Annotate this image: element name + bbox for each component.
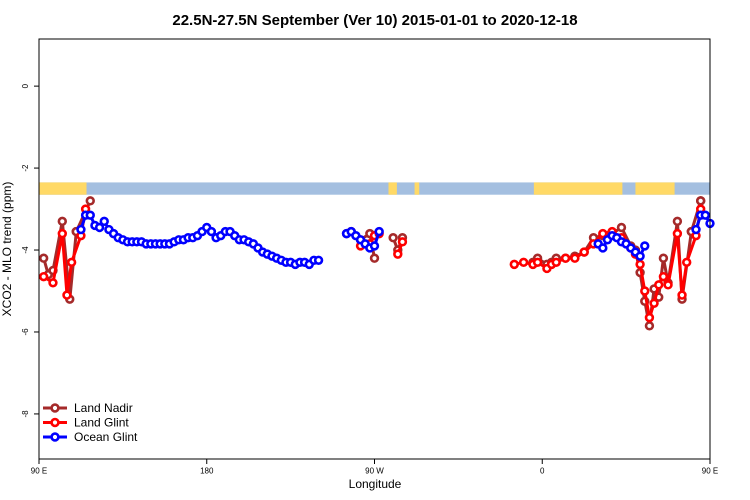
series-layer — [38, 196, 715, 331]
data-point-land-nadir — [672, 216, 683, 227]
chart-title: 22.5N-27.5N September (Ver 10) 2015-01-0… — [172, 12, 577, 29]
data-point-ocean-glint — [635, 251, 645, 261]
x-axis: 90 E 180 90 W 0 90 E — [31, 459, 718, 476]
y-axis-label: XCO2 - MLO trend (ppm) — [0, 182, 14, 317]
x-tick-label: 0 — [540, 467, 545, 476]
data-point-land-nadir — [644, 321, 655, 331]
data-point-land-glint — [658, 271, 669, 282]
data-point-land-glint — [518, 257, 529, 268]
data-point-ocean-glint — [369, 241, 380, 251]
x-tick-label: 180 — [200, 467, 214, 476]
series-line-land-nadir — [42, 199, 703, 328]
legend-label: Ocean Glint — [74, 430, 138, 444]
land-band — [635, 182, 675, 195]
data-point-land-glint — [48, 278, 58, 288]
y-axis: 0 -2 -4 -6 -8 — [21, 83, 39, 417]
data-point-land-glint — [393, 249, 403, 259]
data-point-land-glint — [66, 257, 77, 268]
data-point-land-glint — [560, 253, 571, 263]
legend-marker — [50, 432, 60, 442]
data-point-ocean-glint — [99, 216, 109, 227]
data-point-land-glint — [640, 286, 650, 296]
data-point-land-glint — [570, 253, 580, 263]
data-point-ocean-glint — [85, 210, 95, 220]
land-ocean-mask — [39, 182, 710, 195]
data-point-ocean-glint — [640, 241, 650, 251]
y-tick-label: -2 — [21, 164, 30, 172]
series-line-land-glint — [42, 208, 703, 320]
data-point-land-nadir — [369, 253, 380, 263]
data-point-land-glint — [579, 247, 589, 257]
data-point-land-glint — [551, 257, 561, 268]
data-point-land-nadir — [57, 216, 67, 227]
land-band — [414, 182, 420, 195]
data-point-ocean-glint — [374, 226, 384, 237]
data-point-land-glint — [677, 290, 687, 300]
data-point-land-glint — [682, 257, 692, 268]
data-point-land-glint — [532, 257, 543, 268]
x-tick-label: 90 E — [31, 467, 47, 476]
data-point-land-glint — [663, 280, 673, 290]
data-point-land-glint — [57, 228, 67, 239]
x-axis-label: Longitude — [349, 477, 402, 491]
data-point-land-nadir — [85, 196, 95, 206]
data-point-land-nadir — [388, 233, 398, 243]
data-point-land-glint — [635, 259, 645, 270]
data-point-land-glint — [509, 259, 519, 270]
x-tick-label: 90 W — [365, 467, 384, 476]
x-tick-label: 90 E — [702, 467, 718, 476]
land-band — [388, 182, 397, 195]
y-tick-label: -4 — [21, 246, 30, 254]
data-point-land-glint — [644, 312, 655, 323]
data-point-ocean-glint — [700, 210, 711, 220]
y-tick-label: 0 — [21, 83, 30, 88]
data-point-land-glint — [672, 228, 683, 239]
data-point-land-glint — [649, 298, 659, 308]
land-band — [39, 182, 87, 195]
data-point-ocean-glint — [94, 222, 105, 233]
data-point-land-glint — [62, 290, 72, 300]
legend-label: Land Nadir — [74, 401, 133, 415]
data-point-land-glint — [654, 280, 664, 290]
data-point-land-glint — [38, 271, 49, 282]
data-point-ocean-glint — [313, 255, 324, 265]
data-point-land-nadir — [695, 196, 706, 206]
data-point-land-glint — [598, 228, 608, 239]
data-point-ocean-glint — [76, 224, 86, 235]
legend-marker — [50, 403, 60, 413]
legend-marker — [50, 417, 60, 428]
data-point-land-nadir — [658, 253, 669, 263]
data-point-land-nadir — [38, 253, 49, 263]
land-band — [533, 182, 623, 195]
legend-label: Land Glint — [74, 416, 129, 430]
data-point-ocean-glint — [206, 226, 217, 237]
data-point-ocean-glint — [598, 243, 608, 253]
data-point-land-glint — [397, 237, 408, 247]
data-point-ocean-glint — [691, 224, 701, 235]
data-point-land-nadir — [616, 222, 627, 233]
y-tick-label: -6 — [21, 328, 30, 336]
y-tick-label: -8 — [21, 410, 30, 418]
